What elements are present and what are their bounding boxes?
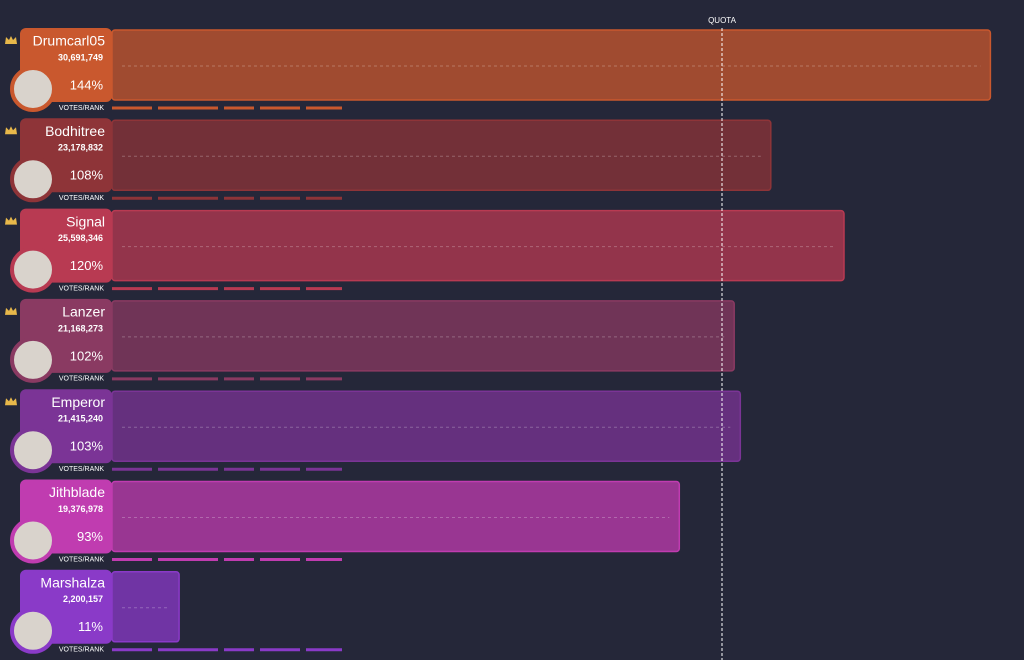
candidate-name: Bodhitree [45,123,105,139]
rank-label: VOTES/RANK [59,105,104,112]
rank-label: VOTES/RANK [59,195,104,202]
avatar [10,517,56,564]
vote-count: 25,598,346 [58,233,103,243]
rank-label: VOTES/RANK [59,466,104,473]
candidate-name: Emperor [51,394,105,410]
crown-icon [5,36,17,44]
vote-count: 19,376,978 [58,504,103,514]
vote-count: 23,178,832 [58,143,103,153]
bar [111,480,681,553]
percent-label: 103% [70,439,104,454]
candidate-name: Marshalza [40,575,105,591]
percent-label: 108% [70,168,104,183]
avatar [10,246,56,293]
crown-icon [5,306,17,315]
candidate-name: Lanzer [62,304,105,320]
avatar [10,336,56,383]
candidate-name: Drumcarl05 [33,33,106,49]
avatar [10,66,56,112]
avatar [10,607,56,654]
percent-label: 93% [77,529,103,544]
rank-label: VOTES/RANK [59,376,104,383]
crown-icon [5,126,17,135]
percent-label: 120% [70,258,104,273]
bar [111,390,742,462]
percent-label: 102% [70,348,104,363]
percent-label: 11% [78,619,103,634]
avatar [10,156,56,203]
bar [111,119,772,192]
crown-icon [5,397,17,406]
avatar [10,427,56,474]
vote-count: 2,200,157 [63,594,103,604]
bar [111,29,992,101]
quota-label: QUOTA [708,16,737,25]
vote-count: 21,415,240 [58,414,103,424]
rank-label: VOTES/RANK [59,556,104,563]
vote-count: 30,691,749 [58,52,103,62]
vote-count: 21,168,273 [58,323,103,333]
percent-label: 144% [70,77,104,92]
bar [111,209,845,282]
rank-label: VOTES/RANK [59,647,104,654]
candidate-name: Signal [66,213,105,229]
candidate-name: Jithblade [49,484,105,500]
bar [111,571,180,643]
bar [111,300,735,372]
crown-icon [5,216,17,225]
rank-label: VOTES/RANK [59,285,104,292]
